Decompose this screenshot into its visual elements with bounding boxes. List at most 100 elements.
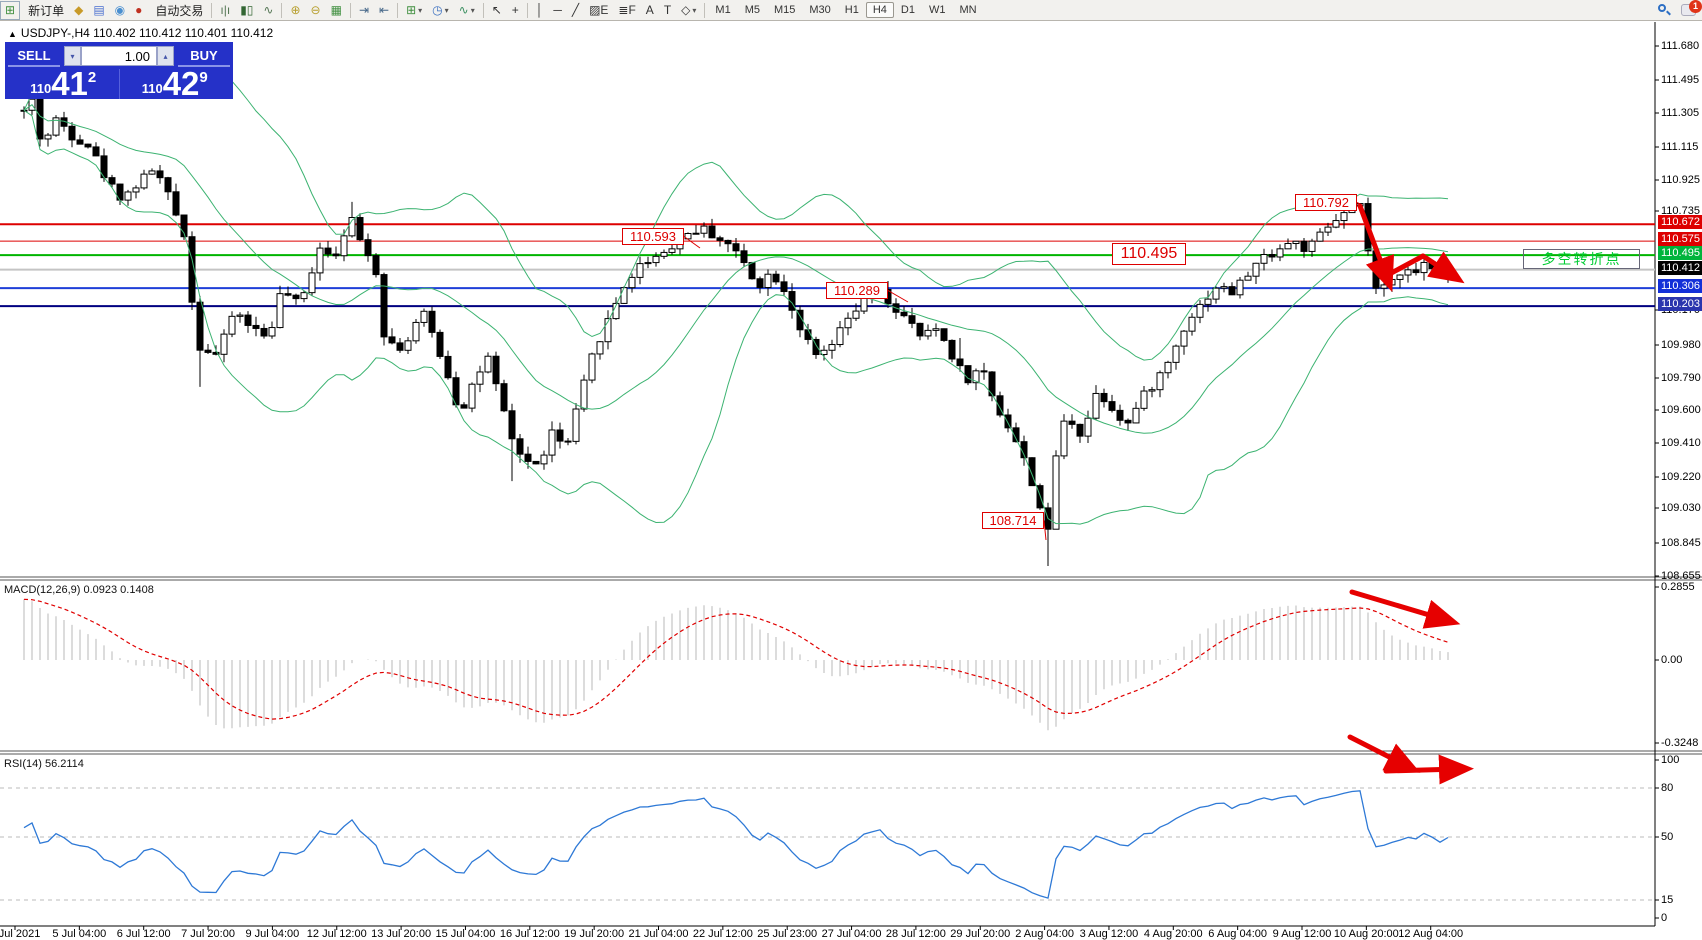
price-level-label[interactable]: 110.495 (1112, 243, 1186, 265)
timeframe-button-m15[interactable]: M15 (773, 4, 796, 16)
toolbar-separator (211, 2, 213, 18)
search-icon[interactable] (1657, 3, 1671, 17)
zoom-in-icon[interactable]: ⊕ (290, 2, 301, 17)
timeframe-button-d1[interactable]: D1 (900, 4, 915, 16)
toolbar-separator (526, 2, 528, 18)
timeframe-button-h1[interactable]: H1 (844, 4, 859, 16)
price-axis-tick: 111.495 (1661, 74, 1700, 86)
rsi-label: RSI(14) 56.2114 (4, 758, 84, 770)
price-axis-tick: 108.655 (1661, 570, 1701, 582)
period-clock-dropdown-icon[interactable]: ◷ ▾ (432, 2, 449, 17)
notifications-icon[interactable]: 1 (1681, 0, 1702, 16)
notification-badge: 1 (1689, 0, 1702, 13)
toolbar: ⊞ 新订单 ◆ ▤ ◉ ● 自动交易 ı|ı ▮▯ ∿ ⊕ ⊖ ▦ ⇥ ⇤ ⊞ ▾ ◷ ▾ ∿ ▾ ↖ + │ ─ ╱ ▨E ≣F A T… (0, 0, 1702, 21)
timeframe-button-w1[interactable]: W1 (928, 4, 946, 16)
rsi-axis-tick: 15 (1661, 894, 1674, 906)
time-axis-label: 3 Aug 12:00 (1079, 928, 1139, 940)
price-axis-tick: 109.600 (1661, 404, 1701, 416)
new-chart-dropdown-icon[interactable]: ⊞ ▾ (406, 2, 423, 17)
buy-button[interactable]: BUY (178, 45, 230, 67)
macd-axis-tick: 0.00 (1661, 654, 1683, 666)
timeframe-button-h4[interactable]: H4 (865, 2, 894, 18)
time-axis-label: 9 Jul 04:00 (245, 928, 300, 940)
symbol-ohlc-text: USDJPY-,H4 110.402 110.412 110.401 110.4… (20, 26, 274, 40)
time-axis-label: 29 Jul 20:00 (950, 928, 1011, 940)
volume-input[interactable]: 1.00 (81, 46, 157, 66)
time-axis-label: 19 Jul 20:00 (564, 928, 625, 940)
autotrade-icon[interactable]: ● (135, 2, 143, 17)
rsi-axis-tick: 0 (1661, 912, 1668, 924)
time-axis-label: 6 Aug 04:00 (1208, 928, 1268, 940)
timeframe-button-mn[interactable]: MN (959, 4, 977, 16)
macd-label: MACD(12,26,9) 0.0923 0.1408 (4, 584, 154, 596)
toolbar-separator (281, 2, 283, 18)
buy-price[interactable]: 110 42 9 (141, 65, 208, 102)
price-axis-badge: 110.203 (1658, 297, 1702, 311)
price-axis-tick: 110.925 (1661, 174, 1700, 186)
line-chart-icon[interactable]: ∿ (263, 2, 274, 17)
price-level-label[interactable]: 110.792 (1295, 194, 1357, 211)
toolbar-right: 1 (1657, 0, 1702, 17)
text-label-icon[interactable]: T (663, 2, 672, 17)
timeframe-button-m5[interactable]: M5 (744, 4, 760, 16)
timeframe-button-m30[interactable]: M30 (809, 4, 831, 16)
market-watch-icon[interactable]: ◆ (74, 2, 84, 17)
time-axis-label: 25 Jul 23:00 (757, 928, 818, 940)
autoscroll-icon[interactable]: ⇤ (379, 2, 390, 17)
price-level-label[interactable]: 110.593 (622, 228, 684, 245)
volume-control: ▾ 1.00 ▴ (64, 45, 174, 67)
trendline-icon[interactable]: ╱ (571, 2, 580, 17)
volume-increase-button[interactable]: ▴ (157, 46, 174, 66)
time-axis-label: 4 Aug 20:00 (1143, 928, 1203, 940)
crosshair-icon[interactable]: + (511, 2, 519, 17)
price-axis-badge: 110.495 (1658, 246, 1702, 260)
price-axis-tick: 111.305 (1661, 107, 1700, 119)
rsi-axis-tick: 100 (1661, 754, 1680, 766)
zoom-out-icon[interactable]: ⊖ (310, 2, 321, 17)
bar-chart-icon[interactable]: ı|ı (220, 2, 231, 17)
rsi-axis-tick: 50 (1661, 831, 1674, 843)
price-level-label[interactable]: 108.714 (982, 512, 1044, 529)
price-axis-badge: 110.575 (1658, 232, 1702, 246)
quote-panel-toggle[interactable]: ▲ (8, 29, 17, 39)
fibonacci-icon[interactable]: ≣F (618, 2, 636, 17)
symbol-info: ▲ USDJPY-,H4 110.402 110.412 110.401 110.… (8, 26, 273, 40)
timeframe-button-m1[interactable]: M1 (715, 4, 731, 16)
time-axis-label: 6 Jul 12:00 (116, 928, 171, 940)
time-axis-label: 22 Jul 12:00 (692, 928, 753, 940)
equidistant-channel-icon[interactable]: ▨E (589, 2, 609, 17)
toolbar-separator (349, 2, 351, 18)
horizontal-line-icon[interactable]: ─ (553, 2, 562, 17)
new-order-doc-icon[interactable]: ⊞ (0, 0, 21, 20)
price-axis-tick: 111.115 (1661, 141, 1699, 153)
price-axis-badge: 110.306 (1658, 279, 1702, 293)
sell-button[interactable]: SELL (8, 45, 60, 67)
sell-price[interactable]: 110 41 2 (30, 65, 97, 102)
time-axis-label: 9 Aug 12:00 (1272, 928, 1332, 940)
price-axis-tick: 108.845 (1661, 537, 1701, 549)
candle-chart-icon[interactable]: ▮▯ (240, 2, 254, 17)
time-axis-label: 12 Aug 04:00 (1398, 928, 1464, 940)
volume-decrease-button[interactable]: ▾ (64, 46, 81, 66)
tile-windows-icon[interactable]: ▦ (330, 2, 342, 17)
text-icon[interactable]: A (645, 2, 654, 17)
shift-chart-icon[interactable]: ⇥ (358, 2, 370, 17)
price-level-label[interactable]: 110.289 (826, 282, 888, 299)
price-axis-badge: 110.672 (1658, 215, 1702, 229)
new-order-button[interactable]: 新订单 (28, 3, 65, 18)
cursor-icon[interactable]: ↖ (491, 2, 502, 17)
one-click-trading-panel: SELL ▾ 1.00 ▴ BUY 110 41 2 110 42 9 (5, 42, 233, 102)
autotrade-button[interactable]: 自动交易 (155, 3, 204, 18)
charts-window-icon[interactable]: ▤ (93, 2, 105, 17)
indicators-dropdown-icon[interactable]: ∿ ▾ (458, 2, 475, 17)
time-axis-label: 5 Jul 04:00 (52, 928, 107, 940)
turning-point-annotation: 多空转折点 (1523, 249, 1640, 269)
time-axis-label: 7 Jul 20:00 (181, 928, 235, 940)
price-divider (118, 69, 120, 99)
toolbar-separator (482, 2, 484, 18)
vertical-line-icon[interactable]: │ (535, 2, 544, 17)
arrows-tool-icon[interactable]: ◇ ▾ (681, 2, 697, 17)
price-axis-tick: 109.410 (1661, 437, 1701, 449)
signal-icon[interactable]: ◉ (114, 2, 126, 17)
